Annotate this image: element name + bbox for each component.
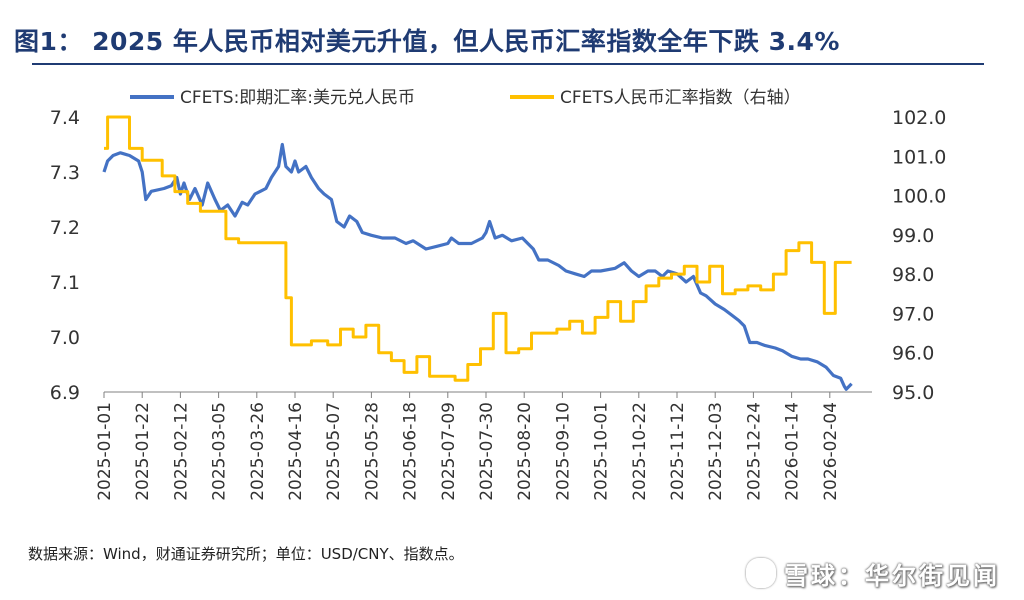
x-tick-label: 2025-06-18 (401, 402, 421, 501)
watermark: 雪球：华尔街见闻 (746, 556, 1000, 591)
x-tick-label: 2025-01-22 (133, 402, 153, 501)
watermark-text: 雪球：华尔街见闻 (784, 562, 1000, 590)
y-right-tick-label: 99.0 (892, 225, 934, 247)
y-right-tick-label: 101.0 (892, 146, 946, 168)
x-tick-label: 2025-12-03 (706, 402, 726, 501)
legend-label: CFETS:即期汇率:美元兑人民币 (180, 88, 415, 108)
source-note: 数据来源：Wind，财通证券研究所；单位：USD/CNY、指数点。 (28, 545, 464, 563)
title-divider (32, 63, 984, 65)
y-left-tick-label: 7.1 (50, 272, 80, 294)
x-tick-label: 2025-10-01 (592, 402, 612, 501)
y-right-tick-label: 97.0 (892, 303, 934, 325)
y-left-tick-label: 7.3 (50, 162, 80, 184)
x-tick-label: 2025-08-20 (515, 402, 535, 501)
y-right-tick-label: 95.0 (892, 382, 934, 404)
x-tick-label: 2025-07-30 (477, 402, 497, 501)
x-tick-label: 2025-12-24 (744, 402, 764, 501)
x-tick-label: 2025-07-09 (439, 402, 459, 501)
x-tick-label: 2025-05-28 (362, 402, 382, 501)
y-left-tick-label: 7.0 (50, 327, 80, 349)
x-tick-label: 2025-03-26 (248, 402, 268, 501)
legend: CFETS:即期汇率:美元兑人民币 CFETS人民币汇率指数（右轴） (130, 88, 801, 108)
x-tick-label: 2025-02-12 (171, 402, 191, 501)
y-left-tick-label: 7.4 (50, 107, 80, 129)
y-right-tick-label: 100.0 (892, 186, 946, 208)
y-left-tick-label: 6.9 (50, 382, 80, 404)
x-tick-label: 2025-01-01 (95, 402, 115, 501)
x-tick-label: 2025-09-10 (553, 402, 573, 501)
x-tick-label: 2025-10-22 (630, 402, 650, 501)
x-tick-label: 2026-01-14 (783, 402, 803, 501)
x-tick-label: 2025-05-07 (324, 402, 344, 501)
x-tick-label: 2026-02-04 (821, 402, 841, 501)
series-layer (102, 115, 853, 391)
x-tick-label: 2025-04-16 (286, 402, 306, 501)
legend-label: CFETS人民币汇率指数（右轴） (560, 88, 801, 108)
x-tick-label: 2025-03-05 (210, 402, 230, 501)
chart-area: CFETS:即期汇率:美元兑人民币 CFETS人民币汇率指数（右轴） 2025-0… (50, 88, 947, 501)
snowball-logo-icon (746, 558, 776, 588)
y-right-tick-label: 98.0 (892, 264, 934, 286)
axes: 2025-01-01 2025-01-22 2025-02-12 2025-03-05… (50, 107, 947, 501)
x-tick-label: 2025-11-12 (668, 402, 688, 501)
y-left-tick-label: 7.2 (50, 217, 80, 239)
series-cfets-index-line (104, 115, 852, 382)
series-usdcny-line (102, 142, 853, 391)
y-right-tick-label: 102.0 (892, 107, 946, 129)
chart-title: 图1： 2025 年人民币相对美元升值，但人民币汇率指数全年下跌 3.4% (14, 27, 840, 56)
y-right-tick-label: 96.0 (892, 343, 934, 365)
